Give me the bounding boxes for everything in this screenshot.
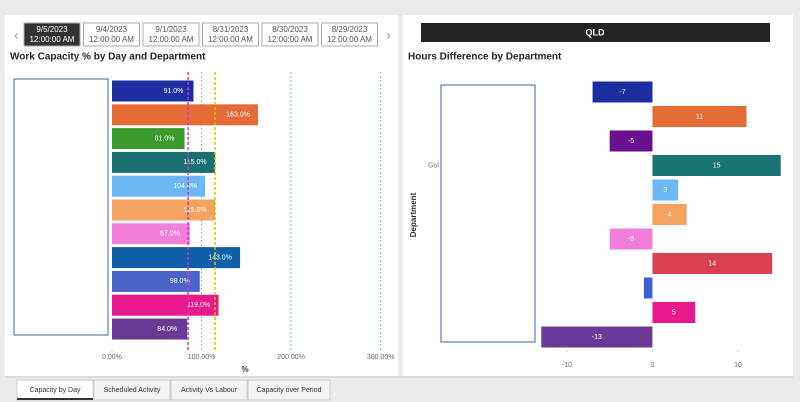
category-label: Gol (428, 162, 439, 169)
data-label: 5 (672, 309, 676, 316)
x-tick-label: 200.00% (277, 354, 305, 361)
page-tab-label: Capacity by Day (30, 387, 81, 394)
date-tab[interactable] (261, 22, 319, 47)
bar (652, 204, 687, 225)
x-tick-label: 100.00% (188, 354, 216, 361)
region-label: QLD (586, 27, 605, 37)
date-tab-date: 8/30/2023 (272, 25, 308, 34)
bar (112, 104, 258, 126)
data-label: 15 (713, 162, 721, 169)
bar (652, 302, 696, 323)
bar (112, 151, 215, 173)
x-tick-label: 10 (734, 362, 742, 369)
bar (652, 253, 773, 274)
x-tick-label: -10 (562, 362, 572, 369)
page-tab-label: Activity Vs Labour (181, 387, 238, 394)
x-tick-label: 300.00% (367, 354, 395, 361)
bar (652, 106, 747, 127)
data-label: 115.0% (183, 159, 206, 166)
date-tab-time: 12:00:00 AM (268, 35, 313, 44)
date-tab[interactable] (142, 22, 200, 47)
data-label: 84.0% (157, 326, 177, 333)
next-arrow[interactable]: › (386, 27, 391, 43)
y-axis-label: Department (409, 192, 418, 237)
page-tab-label: Scheduled Activity (104, 387, 161, 394)
region-slicer[interactable] (421, 23, 770, 42)
page-tab[interactable] (247, 379, 331, 401)
bar (112, 199, 215, 221)
page-tab[interactable] (170, 379, 248, 401)
data-label: 14 (708, 260, 716, 267)
date-tab-time: 12:00:00 AM (89, 35, 134, 44)
bar (112, 294, 219, 316)
date-tab-date: 8/29/2023 (332, 25, 368, 34)
x-axis-label: % (241, 365, 248, 374)
date-tab[interactable] (321, 22, 378, 47)
bar (592, 81, 653, 103)
page-tab-label: Capacity over Period (257, 387, 322, 394)
bar (541, 326, 653, 348)
bar (609, 130, 653, 152)
date-tab[interactable] (202, 22, 259, 47)
bar (112, 80, 194, 102)
data-label: 98.0% (170, 278, 190, 285)
bar (112, 318, 188, 340)
data-label: 87.0% (160, 231, 180, 238)
data-label: 11 (696, 113, 703, 120)
bar (112, 175, 206, 197)
data-label: 119.0% (187, 302, 210, 309)
data-label: -7 (619, 89, 625, 96)
date-tab-date: 9/1/2023 (155, 25, 187, 34)
date-tab-time: 12:00:00 AM (327, 35, 372, 44)
label-area (13, 78, 109, 336)
data-label: 104.0% (173, 183, 197, 190)
date-tab[interactable] (83, 22, 140, 47)
chart-title: Hours Difference by Department (408, 52, 562, 63)
bar (609, 228, 653, 250)
right-panel (403, 15, 793, 376)
chart-title: Work Capacity % by Day and Department (10, 52, 206, 63)
data-label: 163.0% (226, 112, 250, 119)
data-label: 143.0% (208, 254, 232, 261)
x-tick-label: 0 (650, 362, 654, 369)
date-tab-time: 12:00:00 AM (208, 35, 253, 44)
bar (112, 270, 200, 292)
date-tab[interactable] (23, 22, 81, 47)
date-tab-date: 9/4/2023 (96, 25, 128, 34)
data-label: 3 (663, 187, 667, 194)
date-tab-time: 12:00:00 AM (30, 35, 75, 44)
data-label: 91.0% (164, 88, 184, 95)
bar (112, 128, 185, 150)
bar (643, 277, 653, 299)
label-area (440, 84, 536, 343)
data-label: 115.0% (183, 207, 206, 214)
data-label: 4 (668, 211, 672, 218)
page-tab[interactable] (93, 379, 171, 401)
data-label: 81.0% (155, 135, 175, 142)
date-tab-date: 9/5/2023 (36, 25, 68, 34)
date-tab-time: 12:00:00 AM (149, 35, 194, 44)
date-tab-date: 8/31/2023 (213, 25, 249, 34)
bar (652, 155, 781, 176)
x-tick-label: 0.00% (102, 354, 122, 361)
data-label: -13 (592, 334, 602, 341)
prev-arrow[interactable]: ‹ (14, 27, 19, 43)
bar (652, 179, 679, 201)
bar (112, 223, 190, 245)
bar (112, 247, 241, 269)
data-label: -5 (628, 138, 634, 145)
data-label: -5 (628, 236, 634, 243)
